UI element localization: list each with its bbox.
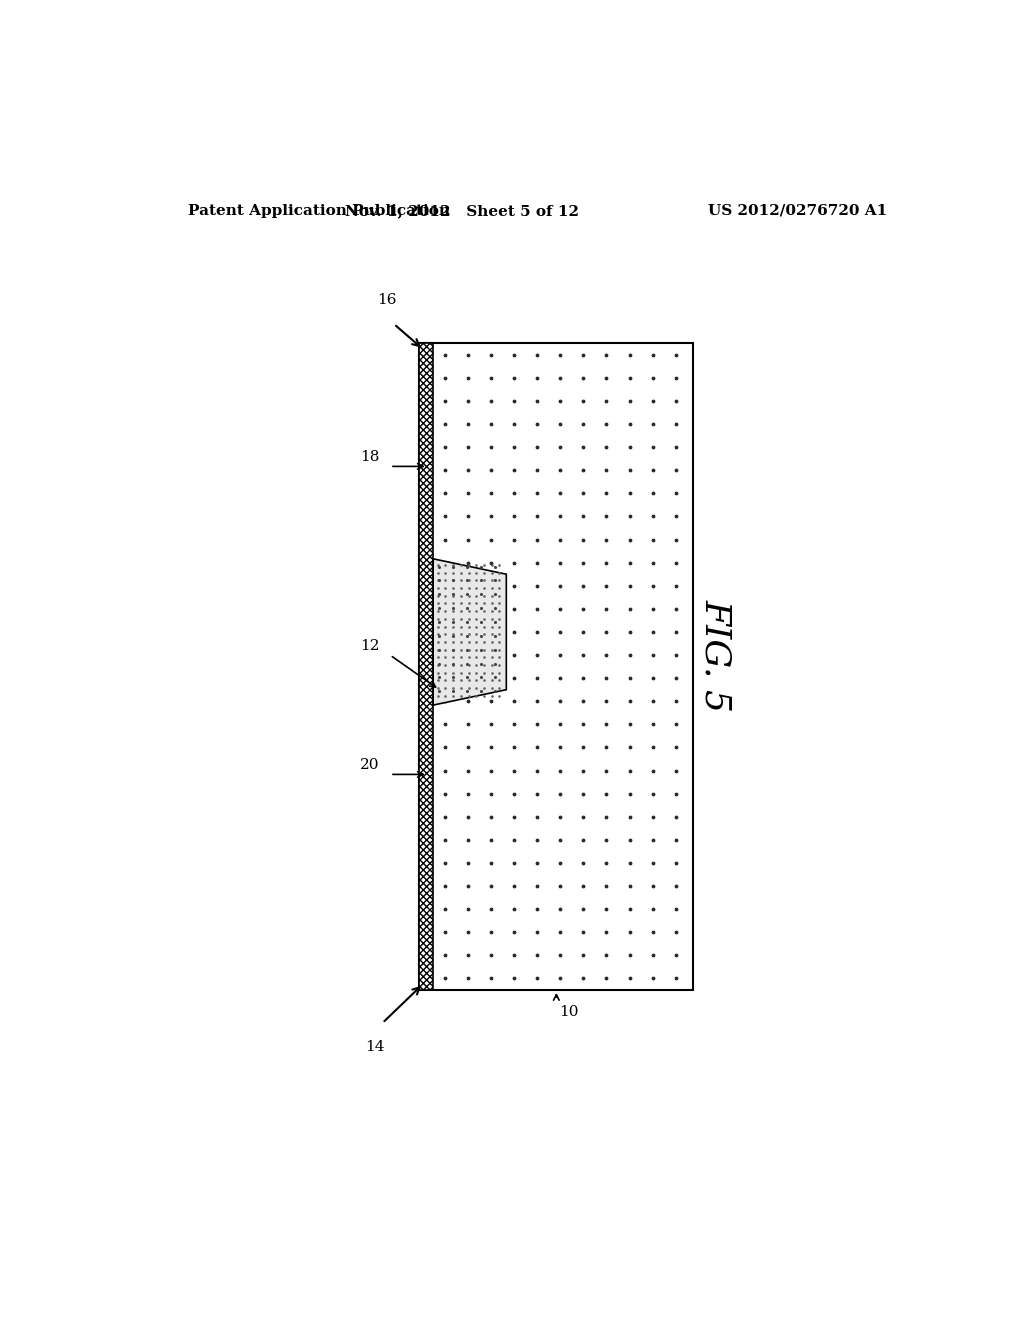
Text: Nov. 1, 2012   Sheet 5 of 12: Nov. 1, 2012 Sheet 5 of 12 [345, 203, 579, 218]
Text: Patent Application Publication: Patent Application Publication [188, 203, 451, 218]
Bar [419, 343, 433, 990]
Text: 16: 16 [377, 293, 396, 308]
Text: 20: 20 [359, 758, 379, 772]
Text: US 2012/0276720 A1: US 2012/0276720 A1 [708, 203, 888, 218]
Polygon shape [433, 558, 506, 705]
Text: 18: 18 [359, 450, 379, 465]
Text: 10: 10 [559, 1006, 579, 1019]
Text: FIG. 5: FIG. 5 [698, 598, 733, 711]
Bar [419, 343, 692, 990]
Text: 12: 12 [359, 639, 379, 653]
Text: 14: 14 [366, 1040, 385, 1055]
